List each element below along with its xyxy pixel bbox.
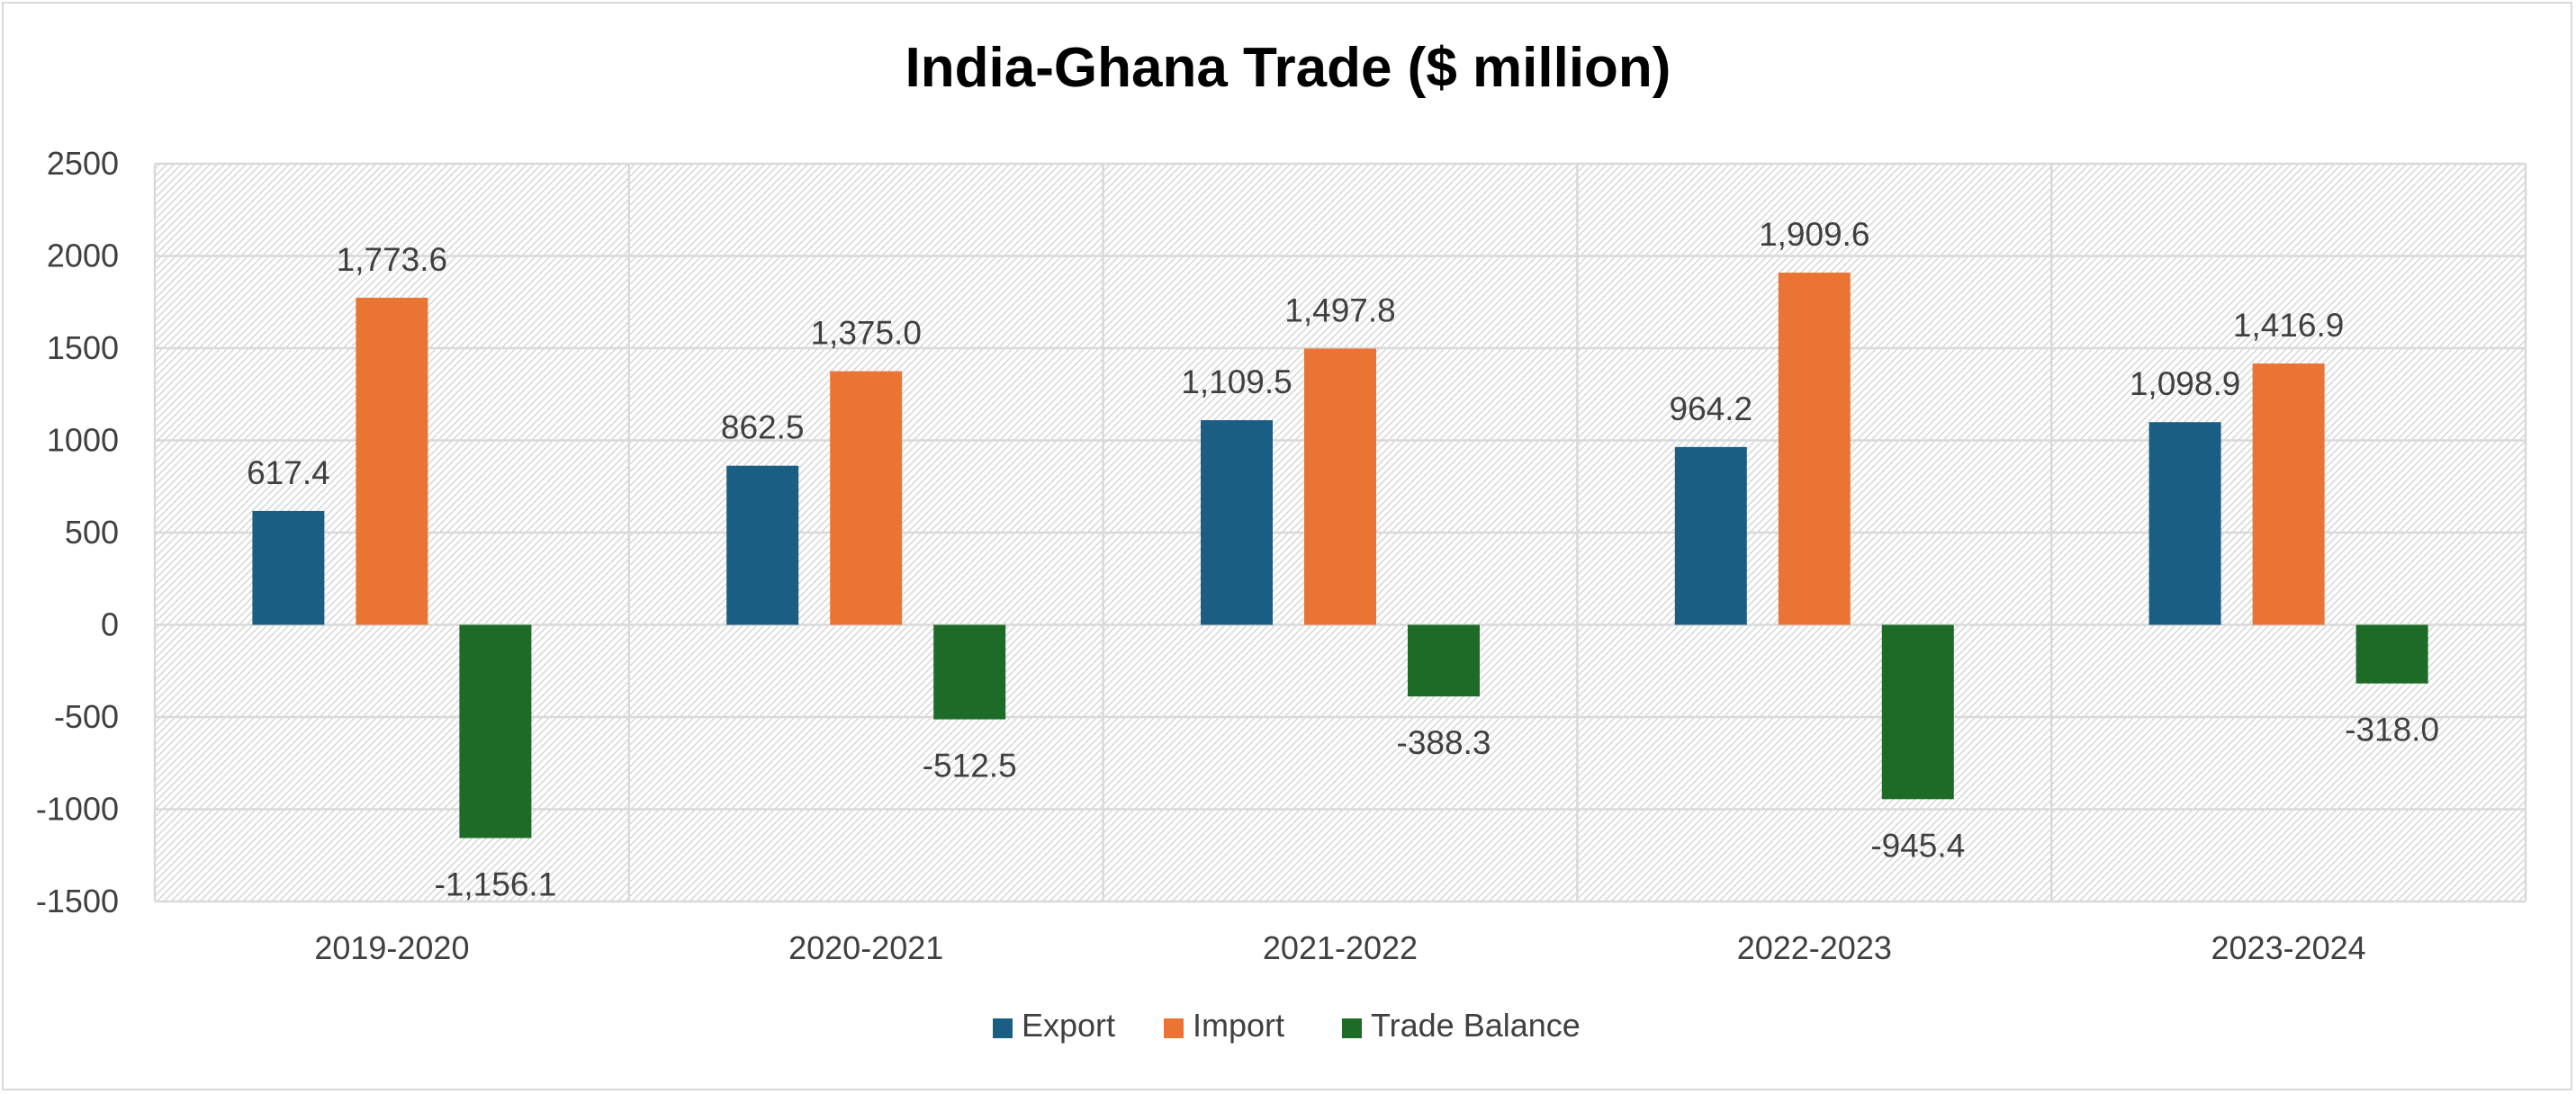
data-label: 1,109.5 xyxy=(1181,363,1292,400)
x-tick-label: 2021-2022 xyxy=(1263,929,1418,966)
bar-import xyxy=(1778,273,1851,625)
y-tick-label: 2500 xyxy=(47,145,119,182)
legend-label: Export xyxy=(1022,1007,1115,1044)
y-tick-label: 1000 xyxy=(47,422,119,459)
legend-swatch-export xyxy=(993,1018,1013,1038)
bar-export xyxy=(2148,422,2221,625)
legend-label: Import xyxy=(1193,1007,1284,1044)
bar-trade-balance xyxy=(1408,624,1480,697)
y-tick-label: -500 xyxy=(54,698,119,735)
data-label: 964.2 xyxy=(1670,390,1753,427)
data-label: 1,416.9 xyxy=(2233,307,2344,344)
x-tick-label: 2020-2021 xyxy=(788,929,943,966)
data-label: 1,909.6 xyxy=(1759,216,1869,253)
data-label: 862.5 xyxy=(721,409,805,446)
y-tick-label: 2000 xyxy=(47,238,119,274)
y-tick-label: 0 xyxy=(101,606,119,643)
x-tick-label: 2023-2024 xyxy=(2211,929,2366,966)
data-label: -388.3 xyxy=(1397,724,1491,761)
data-label: -318.0 xyxy=(2345,712,2439,749)
x-tick-label: 2022-2023 xyxy=(1737,929,1892,966)
data-label: -1,156.1 xyxy=(435,866,557,903)
data-label: 617.4 xyxy=(247,454,330,491)
data-label: -945.4 xyxy=(1870,827,1965,864)
y-tick-label: -1500 xyxy=(36,883,119,919)
bar-import xyxy=(356,297,428,625)
bar-trade-balance xyxy=(459,624,532,838)
bar-import xyxy=(1304,348,1376,625)
bar-import xyxy=(2252,363,2325,625)
bar-trade-balance xyxy=(1881,624,1954,800)
data-label: 1,773.6 xyxy=(337,241,447,278)
data-label: -512.5 xyxy=(923,748,1017,785)
bar-import xyxy=(830,371,903,625)
data-label: 1,497.8 xyxy=(1284,291,1395,328)
data-label: 1,098.9 xyxy=(2130,365,2240,402)
bar-export xyxy=(1674,446,1747,625)
bar-export xyxy=(252,510,325,625)
y-tick-label: 1500 xyxy=(47,329,119,366)
data-label: 1,375.0 xyxy=(810,315,921,352)
legend-label: Trade Balance xyxy=(1371,1007,1581,1044)
bar-export xyxy=(726,465,799,625)
bar-trade-balance xyxy=(2355,624,2428,684)
y-tick-label: 500 xyxy=(65,514,119,551)
legend-swatch-trade-balance xyxy=(1342,1018,1362,1038)
bar-export xyxy=(1201,420,1273,625)
x-tick-label: 2019-2020 xyxy=(314,929,469,966)
y-tick-label: -1000 xyxy=(36,791,119,828)
legend-swatch-import xyxy=(1164,1018,1184,1038)
chart-title: India-Ghana Trade ($ million) xyxy=(905,37,1671,99)
bar-trade-balance xyxy=(933,624,1006,720)
